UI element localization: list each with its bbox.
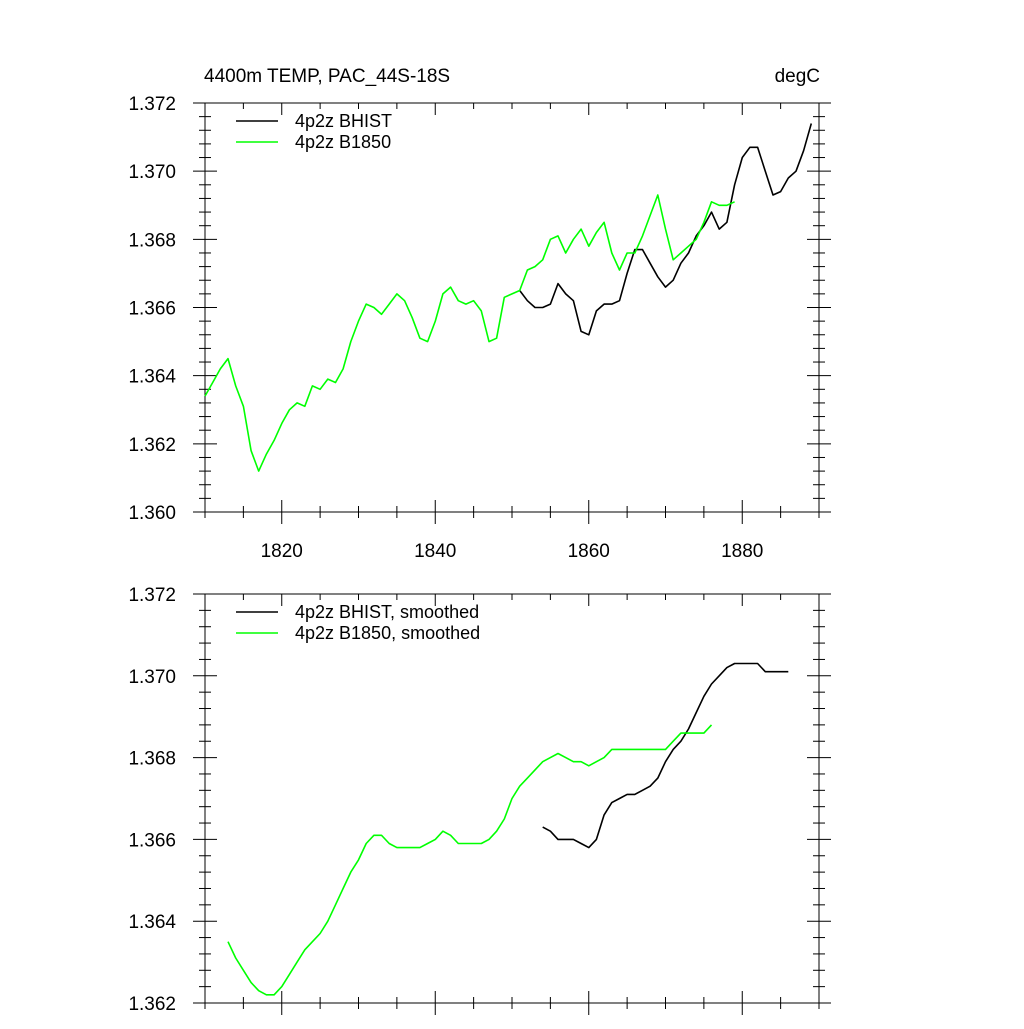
panel1-series-line-2: [204, 194, 735, 472]
panel1-x-tick-label: 1860: [568, 541, 610, 562]
panel1-plot-frame: [204, 102, 820, 513]
panel2-y-tick-label: 1.366: [128, 830, 176, 851]
panel1-y-tick-label: 1.368: [128, 230, 176, 251]
panel1-y-tick-label: 1.364: [128, 367, 176, 388]
panel1-x-tick-label: 1840: [414, 541, 456, 562]
panel1-y-tick-label: 1.366: [128, 299, 176, 320]
panel2-y-tick-label: 1.362: [128, 994, 176, 1015]
panel1-y-tick-label: 1.360: [128, 503, 176, 524]
panel1-series-line-1: [519, 123, 813, 336]
panel2-legend-label-2: 4p2z B1850, smoothed: [295, 623, 480, 643]
panel2-legend-label-1: 4p2z BHIST, smoothed: [295, 602, 479, 622]
panel1-x-tick-label: 1820: [261, 541, 303, 562]
panel1-legend-label-2: 4p2z B1850: [295, 132, 391, 152]
panel2-y-tick-label: 1.364: [128, 912, 176, 933]
panel1-y-tick-label: 1.362: [128, 435, 176, 456]
panel2-y-tick-label: 1.370: [128, 667, 176, 688]
panel1-legend-label-1: 4p2z BHIST: [295, 111, 392, 131]
panel1-y-tick-label: 1.372: [128, 94, 176, 115]
panel2-series-line-2: [227, 724, 713, 996]
panel2-y-tick-label: 1.372: [128, 585, 176, 606]
panel2-y-tick-label: 1.368: [128, 749, 176, 770]
panel1-x-tick-label: 1880: [721, 541, 763, 562]
panel1-y-tick-label: 1.370: [128, 162, 176, 183]
panel2-series-line-1: [542, 662, 789, 849]
chart-title: 4400m TEMP, PAC_44S-18S: [204, 66, 450, 87]
units-label: degC: [775, 66, 820, 87]
